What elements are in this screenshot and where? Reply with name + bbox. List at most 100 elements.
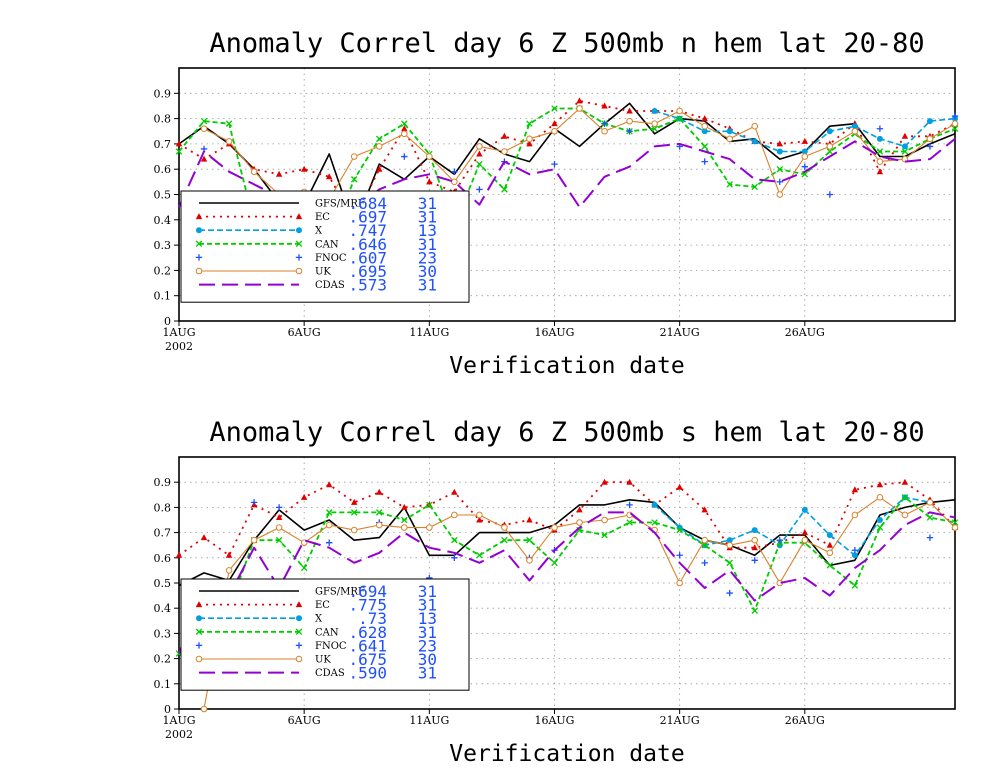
legend-marker [195, 628, 203, 636]
data-point [351, 498, 358, 505]
legend-count: 31 [418, 276, 437, 295]
data-point [426, 501, 433, 509]
x-axis-label: Verification date [449, 741, 684, 767]
data-point [901, 494, 909, 501]
series-cdas [178, 511, 956, 654]
data-point [551, 160, 558, 168]
data-point [951, 120, 959, 127]
data-point [751, 122, 759, 130]
series-line [654, 496, 931, 557]
legend-score: .775 [348, 596, 387, 615]
legend-score: .694 [348, 582, 387, 601]
data-point [300, 493, 308, 500]
data-point [350, 176, 358, 183]
data-point [551, 524, 558, 531]
data-point [225, 551, 233, 558]
data-point [175, 551, 183, 558]
x-tick-label: 6AUG [288, 326, 321, 339]
data-point [325, 521, 333, 529]
data-point [701, 143, 708, 150]
data-point [400, 130, 408, 138]
x-year-label: 2002 [165, 728, 193, 741]
legend-marker [195, 655, 203, 663]
y-tick-label: 0.6 [154, 163, 172, 176]
data-point [250, 536, 258, 544]
legend-marker [295, 655, 303, 663]
series-line [178, 511, 956, 654]
legend-score: .573 [348, 276, 387, 295]
series-uk [200, 105, 959, 203]
legend-marker [295, 240, 303, 248]
data-point [601, 478, 608, 485]
data-point [776, 148, 783, 155]
data-point [951, 524, 959, 531]
legend-marker [195, 213, 203, 220]
data-point [451, 554, 458, 561]
data-point [826, 532, 833, 539]
data-point [501, 132, 508, 139]
series-line [178, 138, 956, 219]
legend-marker [295, 254, 303, 261]
data-point [250, 499, 258, 506]
chart-panel-n-hem: Anomaly Correl day 6 Z 500mb n hem lat 2… [154, 28, 959, 379]
data-point [551, 120, 558, 127]
data-point [926, 118, 933, 125]
legend-score: .675 [348, 650, 387, 669]
data-point [676, 526, 683, 534]
data-point [576, 105, 583, 112]
data-point [801, 148, 808, 155]
data-point [651, 120, 658, 127]
data-point [300, 165, 308, 172]
data-point [626, 519, 633, 526]
chart-panel-s-hem: Anomaly Correl day 6 Z 500mb s hem lat 2… [154, 417, 959, 767]
data-point [626, 128, 633, 135]
data-point [526, 120, 533, 127]
data-point [851, 127, 859, 135]
legend-count: 31 [418, 582, 437, 601]
data-point [901, 478, 909, 485]
data-point [701, 559, 708, 567]
x-tick-label: 26AUG [785, 326, 825, 339]
data-point [426, 153, 433, 160]
data-point [275, 536, 283, 544]
legend-label: EC [315, 600, 330, 611]
data-point [726, 541, 734, 549]
data-point [801, 506, 808, 513]
y-tick-label: 0.4 [154, 214, 172, 227]
data-point [876, 148, 884, 155]
data-point [726, 589, 733, 597]
data-point [851, 582, 859, 589]
data-point [350, 153, 358, 160]
data-point [200, 117, 208, 125]
data-point [876, 517, 883, 523]
data-point [751, 527, 758, 534]
data-point [776, 178, 783, 186]
data-point [551, 105, 558, 112]
legend-score: .607 [348, 248, 387, 267]
x-tick-label: 11AUG [409, 714, 449, 727]
data-point [526, 135, 533, 143]
series-x [651, 494, 933, 559]
data-point [826, 541, 834, 548]
x-year-label: 2002 [165, 340, 193, 353]
legend-score: .641 [348, 636, 387, 655]
data-point [901, 143, 908, 150]
y-tick-label: 0.1 [154, 290, 172, 303]
data-point [375, 135, 383, 143]
data-point [501, 536, 508, 544]
data-point [926, 143, 934, 150]
data-point [926, 534, 934, 541]
legend-label: CAN [315, 239, 339, 250]
legend-count: 31 [418, 664, 437, 683]
data-point [325, 481, 333, 488]
data-point [926, 499, 934, 506]
data-point [501, 148, 508, 155]
legend-marker [295, 628, 303, 636]
legend-marker [195, 642, 203, 649]
series-cdas [178, 138, 956, 219]
data-point [526, 536, 533, 544]
data-point [951, 112, 959, 120]
y-tick-label: 0 [164, 703, 171, 716]
x-tick-label: 1AUG [163, 714, 196, 727]
